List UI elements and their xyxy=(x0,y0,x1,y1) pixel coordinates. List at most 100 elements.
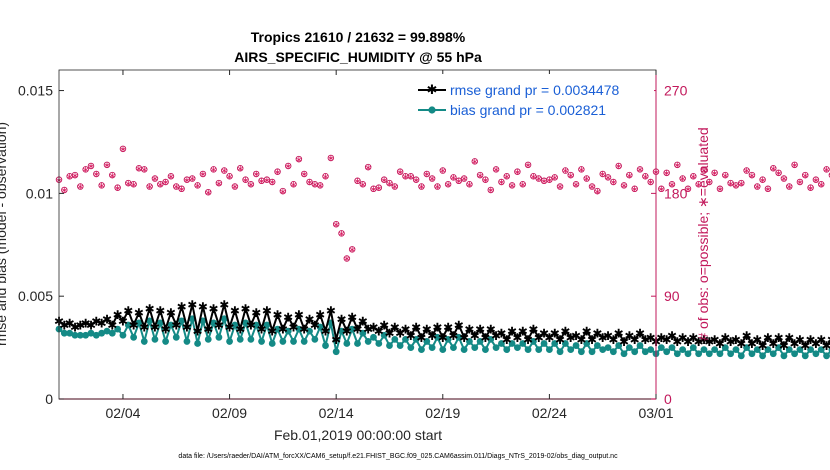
obs-evaluated-point: ∗ xyxy=(338,229,346,239)
bias-point xyxy=(263,321,271,329)
bias-point xyxy=(380,331,388,339)
obs-evaluated-point: ∗ xyxy=(690,171,698,181)
rmse-point: ✱ xyxy=(566,331,576,345)
bias-point xyxy=(172,333,180,341)
obs-possible-point xyxy=(514,168,521,175)
rmse-point: ✱ xyxy=(491,329,501,343)
bias-point xyxy=(311,335,319,343)
bias-point xyxy=(412,335,420,343)
obs-evaluated-point: ∗ xyxy=(93,169,101,179)
obs-possible-point xyxy=(759,176,766,183)
obs-evaluated-point: ∗ xyxy=(711,168,719,178)
legend-bias-label: bias grand pr = 0.002821 xyxy=(450,102,606,118)
rmse-point: ✱ xyxy=(816,333,826,347)
obs-evaluated-point: ∗ xyxy=(71,170,79,180)
rmse-point: ✱ xyxy=(640,333,650,347)
rmse-point: ✱ xyxy=(331,333,341,347)
obs-possible-point xyxy=(194,182,201,189)
obs-possible-point xyxy=(492,166,500,173)
rmse-point: ✱ xyxy=(592,327,602,341)
bias-point xyxy=(615,342,623,349)
bias-point xyxy=(796,346,804,354)
obs-possible-point xyxy=(189,175,196,182)
rmse-point: ✱ xyxy=(230,304,240,318)
obs-possible-point xyxy=(802,171,809,179)
obs-possible-point xyxy=(316,182,324,189)
bias-point xyxy=(689,344,697,351)
bias-point xyxy=(455,333,463,341)
bias-point xyxy=(721,344,729,351)
obs-evaluated-point: ∗ xyxy=(412,175,420,185)
obs-evaluated-point: ∗ xyxy=(343,254,351,264)
bias-point xyxy=(807,346,814,354)
bias-point xyxy=(215,333,223,341)
bias-point xyxy=(418,346,425,354)
bias-point xyxy=(695,350,703,358)
obs-evaluated-point: ∗ xyxy=(242,175,250,185)
obs-possible-point xyxy=(450,174,457,181)
obs-possible-point xyxy=(828,172,830,178)
obs-evaluated-point: ∗ xyxy=(236,163,244,173)
obs-possible-point xyxy=(263,176,271,183)
obs-possible-point xyxy=(748,171,756,179)
obs-possible-point xyxy=(610,178,617,186)
data-series: ✱✱✱✱✱✱✱✱✱✱✱✱✱✱✱✱✱✱✱✱✱✱✱✱✱✱✱✱✱✱✱✱✱✱✱✱✱✱✱✱… xyxy=(54,298,830,360)
obs-evaluated-point: ∗ xyxy=(764,184,772,194)
bias-point xyxy=(673,350,681,358)
bias-point xyxy=(732,346,740,354)
obs-possible-point xyxy=(786,183,793,190)
obs-evaluated-point: ∗ xyxy=(610,177,618,187)
rmse-point: ✱ xyxy=(822,339,830,353)
rmse-point: ✱ xyxy=(784,331,794,345)
rmse-point: ✱ xyxy=(91,314,101,328)
obs-evaluated-point: ∗ xyxy=(674,160,682,170)
obs-possible-point xyxy=(530,172,537,180)
obs-evaluated-point: ∗ xyxy=(540,176,548,186)
bias-point xyxy=(801,352,809,360)
obs-evaluated-point: ∗ xyxy=(172,182,180,192)
obs-evaluated-point: ∗ xyxy=(332,219,340,229)
obs-possible-point xyxy=(738,179,745,187)
rmse-point: ✱ xyxy=(512,331,522,345)
bias-point xyxy=(620,350,628,358)
bias-point xyxy=(519,340,527,347)
obs-evaluated-point: ∗ xyxy=(722,170,730,180)
rmse-point: ✱ xyxy=(390,321,400,335)
obs-evaluated-point: ∗ xyxy=(162,177,170,187)
bias-point xyxy=(631,348,639,356)
obs-evaluated-point: ∗ xyxy=(636,165,644,175)
obs-possible-point xyxy=(306,178,313,186)
obs-possible-point xyxy=(620,182,628,189)
obs-evaluated-point: ∗ xyxy=(487,185,495,195)
right-y-tick-label: 180 xyxy=(664,185,688,201)
obs-evaluated-point: ∗ xyxy=(220,166,228,176)
legend: ✱ rmse grand pr = 0.0034478 bias grand p… xyxy=(414,74,654,122)
obs-possible-point xyxy=(695,180,702,188)
obs-possible-point xyxy=(471,158,479,165)
rmse-point: ✱ xyxy=(587,333,597,347)
rmse-point: ✱ xyxy=(827,333,830,347)
obs-possible-point xyxy=(460,175,468,182)
bias-point xyxy=(370,333,377,341)
obs-possible-point xyxy=(354,177,361,185)
rmse-point: ✱ xyxy=(235,323,245,337)
obs-possible-point xyxy=(215,179,223,187)
obs-possible-point xyxy=(727,179,734,187)
obs-possible-point xyxy=(61,186,68,194)
obs-evaluated-point: ∗ xyxy=(663,168,671,178)
bias-point xyxy=(252,321,260,329)
rmse-point: ✱ xyxy=(539,327,549,341)
bias-point xyxy=(551,340,559,347)
obs-evaluated-point: ∗ xyxy=(279,186,287,196)
bias-point xyxy=(274,325,281,333)
obs-possible-point xyxy=(599,170,606,178)
obs-possible-point xyxy=(754,183,761,190)
obs-evaluated-point: ∗ xyxy=(407,171,415,181)
obs-possible-point xyxy=(567,171,574,179)
rmse-point: ✱ xyxy=(241,302,251,316)
y-axis-left: 0 0.005 0.01 0.015 xyxy=(18,83,64,407)
obs-evaluated-point: ∗ xyxy=(306,177,314,187)
bias-point xyxy=(439,346,447,354)
rmse-point: ✱ xyxy=(273,308,283,322)
obs-evaluated-point: ∗ xyxy=(796,177,804,187)
